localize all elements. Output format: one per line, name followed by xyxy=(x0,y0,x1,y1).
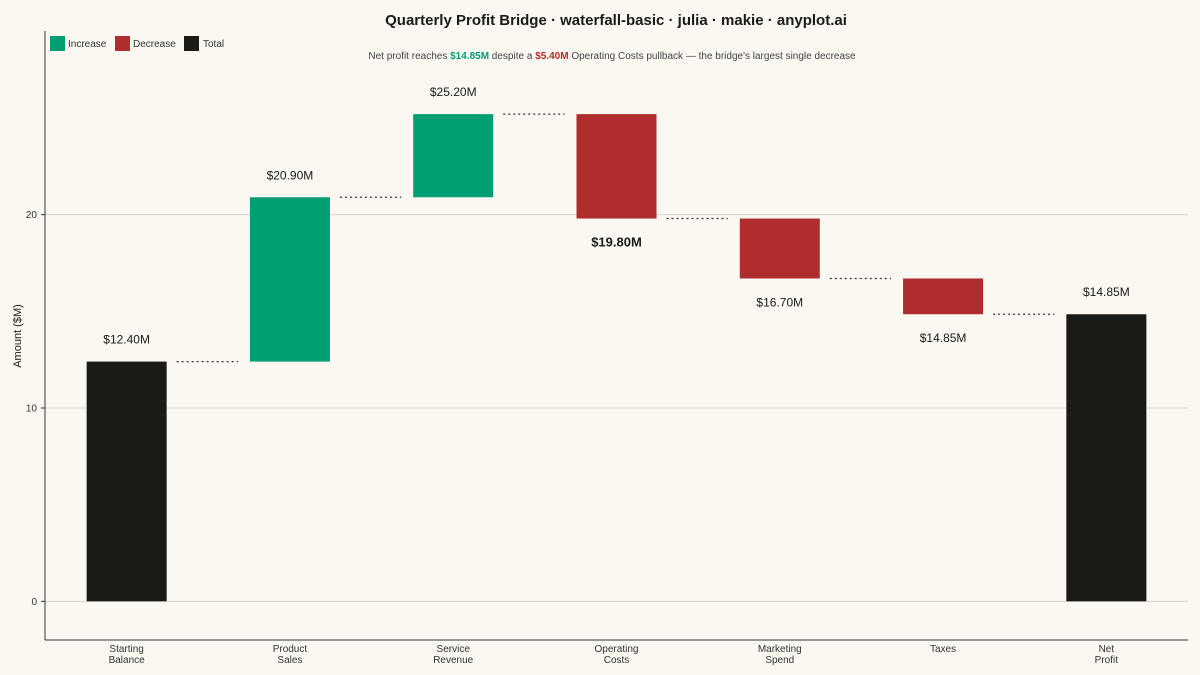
gridlines xyxy=(45,214,1188,602)
legend-swatch xyxy=(50,36,65,51)
value-label: $12.40M xyxy=(103,333,150,347)
x-category-label: Marketing Spend xyxy=(758,644,802,666)
legend: Increase Decrease Total xyxy=(50,36,224,51)
y-axis-ticks: 0 10 20 xyxy=(26,210,45,608)
value-label: $14.85M xyxy=(920,331,967,345)
y-axis-label: Amount ($M) xyxy=(12,304,24,368)
bar-total xyxy=(86,361,167,602)
x-category-label: Service Revenue xyxy=(433,644,473,666)
y-tick-label: 0 xyxy=(31,597,37,608)
legend-label: Total xyxy=(203,39,224,50)
chart-title: Quarterly Profit Bridge · waterfall-basi… xyxy=(385,12,847,29)
bars xyxy=(86,114,1147,602)
y-tick-label: 10 xyxy=(26,404,38,415)
value-labels: $12.40M $20.90M $25.20M $19.80M $16.70M $14.8… xyxy=(103,85,1129,346)
bar-decrease xyxy=(739,218,820,279)
connectors xyxy=(176,113,1055,363)
value-label: $14.85M xyxy=(1083,285,1130,299)
x-category-label: Product Sales xyxy=(273,644,308,666)
bar-decrease xyxy=(903,278,984,315)
legend-label: Increase xyxy=(68,39,107,50)
x-axis-labels: Starting Balance Product Sales Service Revenu… xyxy=(109,644,1119,666)
value-label: $25.20M xyxy=(430,85,477,99)
y-tick-label: 20 xyxy=(26,210,38,221)
bar-increase xyxy=(249,197,330,362)
x-category-label: Operating Costs xyxy=(595,644,639,666)
bar-increase xyxy=(413,114,494,198)
value-label: $16.70M xyxy=(756,295,803,309)
legend-swatch xyxy=(115,36,130,51)
x-category-label: Taxes xyxy=(930,644,956,655)
chart-subtitle: Net profit reaches $14.85M despite a $5.… xyxy=(368,51,856,62)
legend-label: Decrease xyxy=(133,39,176,50)
subtitle-highlight-decrease: $5.40M xyxy=(535,51,568,62)
x-category-label: Net Profit xyxy=(1095,644,1119,666)
bar-decrease xyxy=(576,114,657,219)
value-label: $20.90M xyxy=(267,168,314,182)
legend-swatch xyxy=(184,36,199,51)
subtitle-highlight-total: $14.85M xyxy=(450,51,489,62)
value-label: $19.80M xyxy=(591,235,642,250)
x-category-label: Starting Balance xyxy=(109,644,146,666)
bar-total xyxy=(1066,314,1147,602)
